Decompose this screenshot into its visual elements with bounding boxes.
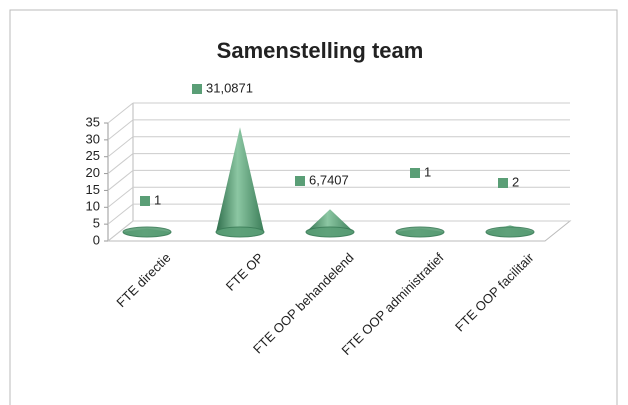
data-label: 1 bbox=[154, 192, 161, 207]
cone bbox=[215, 127, 265, 238]
data-label: 1 bbox=[424, 164, 431, 179]
y-tick-label: 5 bbox=[93, 216, 100, 231]
grid-line bbox=[107, 136, 134, 158]
cone bbox=[485, 225, 535, 238]
grid-line bbox=[107, 170, 134, 191]
label-marker bbox=[410, 168, 420, 178]
cone-base bbox=[395, 226, 445, 238]
y-tick-label: 15 bbox=[86, 182, 100, 197]
cone-base bbox=[122, 226, 172, 238]
label-marker bbox=[192, 84, 202, 94]
y-tick-label: 10 bbox=[86, 199, 100, 214]
cone bbox=[395, 226, 445, 238]
cone-base bbox=[485, 226, 535, 238]
y-tick-label: 35 bbox=[86, 114, 100, 129]
grid-line bbox=[107, 186, 134, 208]
cone bbox=[122, 226, 172, 238]
label-marker bbox=[140, 196, 150, 206]
cone bbox=[305, 209, 355, 238]
label-marker bbox=[295, 176, 305, 186]
grid-line bbox=[107, 220, 134, 242]
grid-line bbox=[107, 203, 134, 225]
cone-base bbox=[215, 226, 265, 238]
y-tick-label: 25 bbox=[86, 148, 100, 163]
y-tick-label: 0 bbox=[93, 232, 100, 247]
y-tick-label: 20 bbox=[86, 165, 100, 180]
label-marker bbox=[498, 178, 508, 188]
grid-line bbox=[107, 153, 134, 174]
y-tick-label: 30 bbox=[86, 131, 100, 146]
data-label: 6,7407 bbox=[309, 172, 349, 187]
data-label: 31,0871 bbox=[206, 80, 253, 95]
chart-frame bbox=[9, 9, 618, 405]
cone-body bbox=[216, 127, 264, 237]
grid-line bbox=[107, 119, 134, 141]
cone-base bbox=[305, 226, 355, 238]
chart-title: Samenstelling team bbox=[217, 38, 424, 63]
data-label: 2 bbox=[512, 174, 519, 189]
grid-line bbox=[107, 102, 134, 124]
